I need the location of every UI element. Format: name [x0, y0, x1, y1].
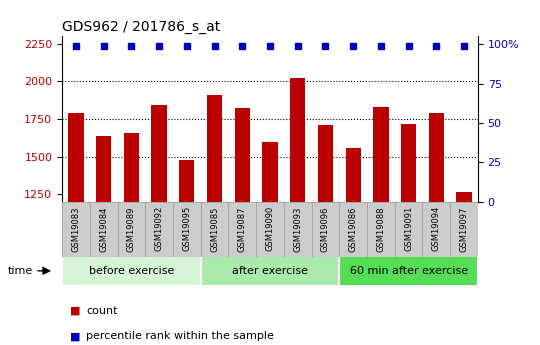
Text: GSM19097: GSM19097 — [460, 206, 469, 252]
Bar — [235, 108, 250, 345]
Bar — [207, 95, 222, 345]
Bar — [179, 160, 194, 345]
Bar — [96, 136, 111, 345]
Text: GSM19087: GSM19087 — [238, 206, 247, 252]
Text: before exercise: before exercise — [89, 266, 174, 276]
Text: GDS962 / 201786_s_at: GDS962 / 201786_s_at — [62, 20, 220, 34]
Text: GSM19092: GSM19092 — [154, 206, 164, 252]
Bar — [339, 257, 478, 285]
Text: GSM19083: GSM19083 — [71, 206, 80, 252]
Bar — [124, 133, 139, 345]
Bar — [346, 148, 361, 345]
Text: GSM19088: GSM19088 — [376, 206, 386, 252]
Text: GSM19090: GSM19090 — [266, 206, 274, 252]
Text: after exercise: after exercise — [232, 266, 308, 276]
Text: GSM19095: GSM19095 — [183, 206, 191, 252]
Text: percentile rank within the sample: percentile rank within the sample — [86, 332, 274, 341]
Bar — [429, 113, 444, 345]
Bar — [62, 257, 201, 285]
Text: count: count — [86, 306, 118, 315]
Text: GSM19084: GSM19084 — [99, 206, 108, 252]
Text: time: time — [8, 266, 33, 276]
Text: GSM19085: GSM19085 — [210, 206, 219, 252]
Text: GSM19091: GSM19091 — [404, 206, 413, 252]
Bar — [456, 192, 471, 345]
Text: GSM19089: GSM19089 — [127, 206, 136, 252]
Bar — [318, 125, 333, 345]
Bar — [69, 113, 84, 345]
Text: ■: ■ — [70, 332, 80, 341]
Bar — [152, 105, 167, 345]
Bar — [373, 107, 388, 345]
Text: GSM19086: GSM19086 — [349, 206, 357, 252]
Text: ■: ■ — [70, 306, 80, 315]
Bar — [262, 141, 278, 345]
Text: 60 min after exercise: 60 min after exercise — [349, 266, 468, 276]
Text: GSM19093: GSM19093 — [293, 206, 302, 252]
Bar — [290, 78, 305, 345]
Text: GSM19096: GSM19096 — [321, 206, 330, 252]
Text: GSM19094: GSM19094 — [432, 206, 441, 252]
Bar — [201, 257, 339, 285]
Bar — [401, 124, 416, 345]
